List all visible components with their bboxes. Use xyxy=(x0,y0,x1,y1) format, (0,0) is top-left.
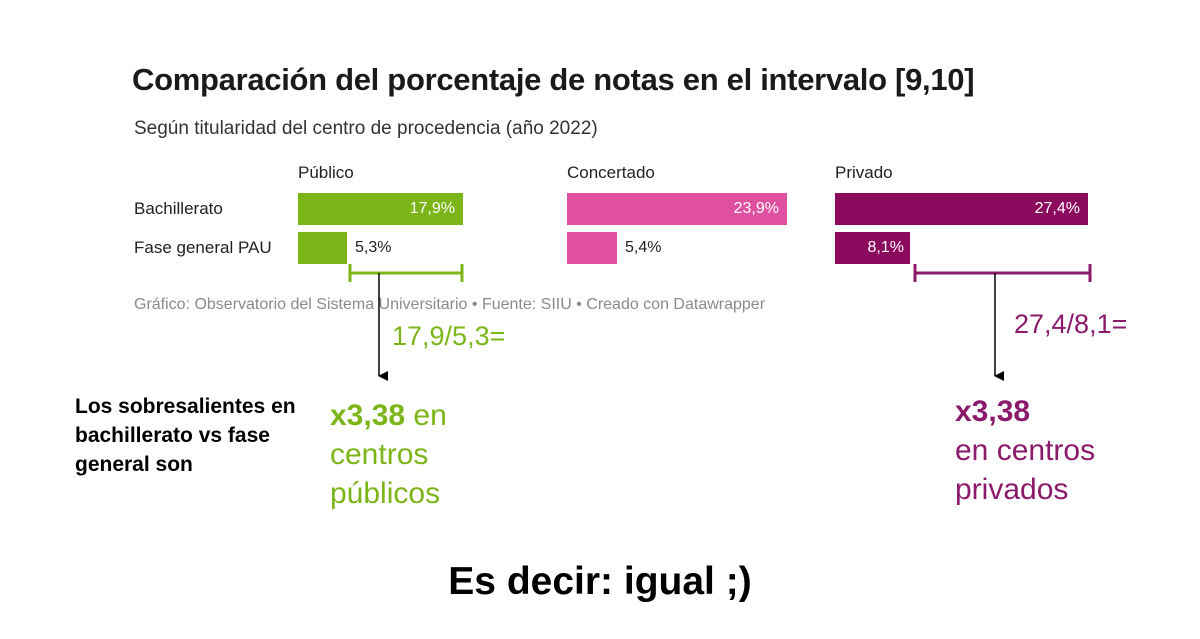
bar-value-privado-fase-general-pau: 8,1% xyxy=(867,239,904,256)
calc-privado: 27,4/8,1= xyxy=(1014,309,1128,339)
calc-publico: 17,9/5,3= xyxy=(392,321,506,351)
bar-publico-bachillerato xyxy=(298,193,463,225)
chart-subtitle: Según titularidad del centro de proceden… xyxy=(134,118,598,139)
group-label-publico: Público xyxy=(298,163,354,182)
result-publico: x3,38 en centros públicos xyxy=(330,396,490,513)
row-label-fase-general-pau: Fase general PAU xyxy=(134,238,272,257)
bracket-privado xyxy=(913,264,1092,282)
bar-concertado-fase-general-pau xyxy=(567,232,617,264)
chart-footer: Gráfico: Observatorio del Sistema Univer… xyxy=(134,296,766,313)
bar-privado-fase-general-pau xyxy=(835,232,910,264)
bracket-publico xyxy=(348,264,464,282)
bar-publico-fase-general-pau xyxy=(298,232,347,264)
bar-value-publico-bachillerato: 17,9% xyxy=(409,200,455,217)
bar-privado-bachillerato xyxy=(835,193,1088,225)
chart-title: Comparación del porcentaje de notas en e… xyxy=(132,62,975,97)
result-privado-value: x3,38 xyxy=(955,395,1031,428)
bar-value-concertado-fase-general-pau: 5,4% xyxy=(625,239,662,256)
group-label-concertado: Concertado xyxy=(567,163,655,182)
bar-value-concertado-bachillerato: 23,9% xyxy=(733,200,779,217)
bar-value-publico-fase-general-pau: 5,3% xyxy=(355,239,392,256)
conclusion: Es decir: igual ;) xyxy=(448,560,752,603)
row-label-bachillerato: Bachillerato xyxy=(134,199,223,218)
result-publico-text: en centros públicos xyxy=(330,399,447,510)
result-privado-text: en centros privados xyxy=(955,434,1096,506)
left-note: Los sobresalientes en bachillerato vs fa… xyxy=(75,395,296,476)
bar-concertado-bachillerato xyxy=(567,193,787,225)
bar-value-privado-bachillerato: 27,4% xyxy=(1034,200,1080,217)
group-label-privado: Privado xyxy=(835,163,893,182)
result-publico-value: x3,38 xyxy=(330,399,406,432)
result-privado: x3,38 en centros privados xyxy=(955,392,1155,509)
